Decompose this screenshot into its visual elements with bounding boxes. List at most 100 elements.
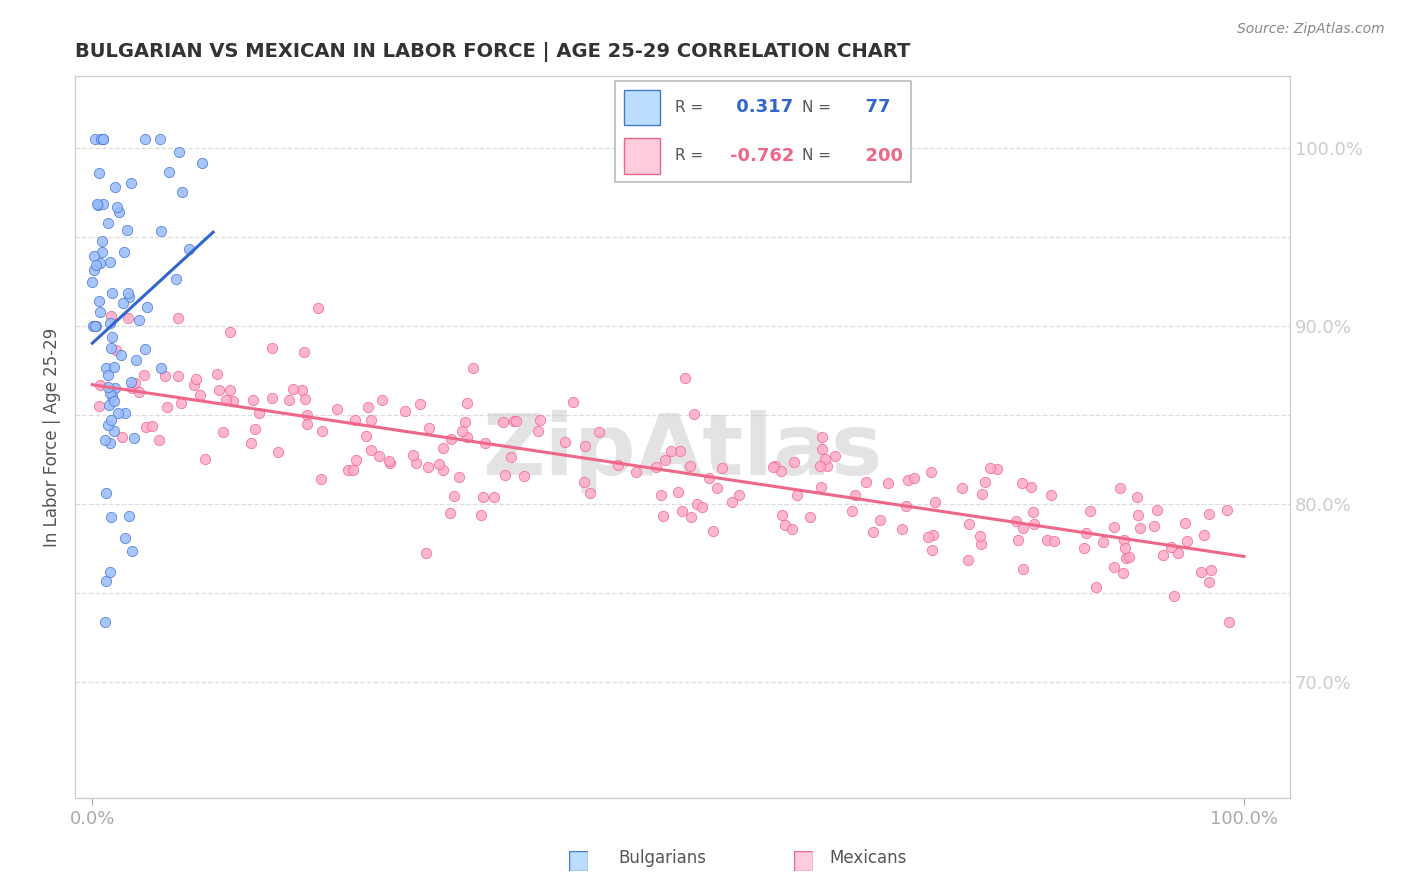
Point: [572, 475, 595, 489]
Point: [309, 472, 332, 486]
Point: [855, 475, 877, 490]
Point: [463, 360, 485, 375]
Point: [135, 300, 157, 314]
FancyBboxPatch shape: [614, 81, 911, 182]
Point: [869, 513, 891, 527]
Point: [1218, 615, 1240, 629]
Point: [98, 565, 121, 579]
Point: [484, 491, 506, 505]
Point: [1035, 533, 1057, 547]
Point: [371, 393, 394, 408]
Point: [526, 424, 548, 438]
Point: [815, 458, 838, 473]
Point: [578, 486, 600, 500]
Point: [512, 468, 534, 483]
Point: [89, 378, 111, 392]
Point: [98, 386, 121, 401]
Point: [1189, 565, 1212, 579]
Point: [183, 377, 205, 392]
Point: [135, 419, 157, 434]
Point: [574, 439, 596, 453]
Point: [104, 180, 127, 194]
Point: [82, 318, 104, 333]
Text: 77: 77: [853, 98, 891, 117]
Point: [87, 294, 110, 309]
Point: [1084, 580, 1107, 594]
Point: [156, 400, 179, 414]
Point: [205, 367, 228, 381]
FancyBboxPatch shape: [624, 137, 659, 174]
Point: [167, 311, 190, 326]
Point: [97, 216, 120, 230]
Point: [432, 463, 454, 477]
Point: [673, 371, 696, 385]
Point: [91, 235, 114, 249]
Point: [124, 431, 146, 445]
Point: [697, 471, 720, 485]
Point: [780, 522, 803, 536]
Point: [112, 245, 135, 260]
Point: [215, 392, 238, 407]
Point: [394, 404, 416, 418]
Text: 200: 200: [853, 146, 904, 165]
Point: [83, 263, 105, 277]
Point: [342, 463, 364, 477]
Point: [418, 421, 440, 435]
Point: [1163, 590, 1185, 604]
Point: [1011, 476, 1033, 491]
Point: [1175, 533, 1198, 548]
Point: [100, 436, 122, 450]
Point: [150, 224, 173, 238]
Point: [1007, 533, 1029, 547]
Point: [150, 361, 173, 376]
Point: [505, 414, 527, 428]
Point: [970, 487, 993, 501]
Point: [811, 442, 834, 456]
Text: N =: N =: [801, 148, 831, 163]
Point: [155, 369, 177, 384]
Point: [799, 510, 821, 524]
Point: [104, 343, 127, 358]
Point: [917, 530, 939, 544]
Point: [98, 255, 121, 269]
Point: [87, 198, 110, 212]
Point: [1167, 546, 1189, 560]
Point: [117, 310, 139, 325]
Text: Source: ZipAtlas.com: Source: ZipAtlas.com: [1237, 22, 1385, 37]
Point: [710, 461, 733, 475]
Point: [167, 145, 190, 159]
Point: [177, 242, 200, 256]
Point: [890, 522, 912, 536]
Point: [91, 131, 114, 145]
Point: [903, 471, 925, 485]
Point: [1012, 562, 1035, 576]
Point: [824, 449, 846, 463]
Point: [1160, 540, 1182, 554]
Point: [94, 615, 117, 630]
Point: [103, 424, 125, 438]
Point: [1024, 517, 1046, 532]
Text: 0.317: 0.317: [730, 98, 793, 117]
Point: [671, 504, 693, 518]
Point: [97, 417, 120, 432]
Point: [666, 484, 689, 499]
Point: [247, 406, 270, 420]
Point: [292, 344, 315, 359]
Point: [307, 301, 329, 315]
Point: [1174, 516, 1197, 531]
Point: [1128, 508, 1150, 523]
Point: [100, 285, 122, 300]
Point: [1126, 490, 1149, 504]
Text: R =: R =: [675, 100, 703, 115]
Point: [100, 341, 122, 355]
Point: [103, 381, 125, 395]
Point: [402, 448, 425, 462]
Point: [97, 379, 120, 393]
Point: [862, 524, 884, 539]
Point: [1216, 502, 1239, 516]
Point: [1102, 559, 1125, 574]
Point: [1198, 507, 1220, 521]
Point: [494, 467, 516, 482]
Point: [443, 489, 465, 503]
Point: [1112, 566, 1135, 581]
